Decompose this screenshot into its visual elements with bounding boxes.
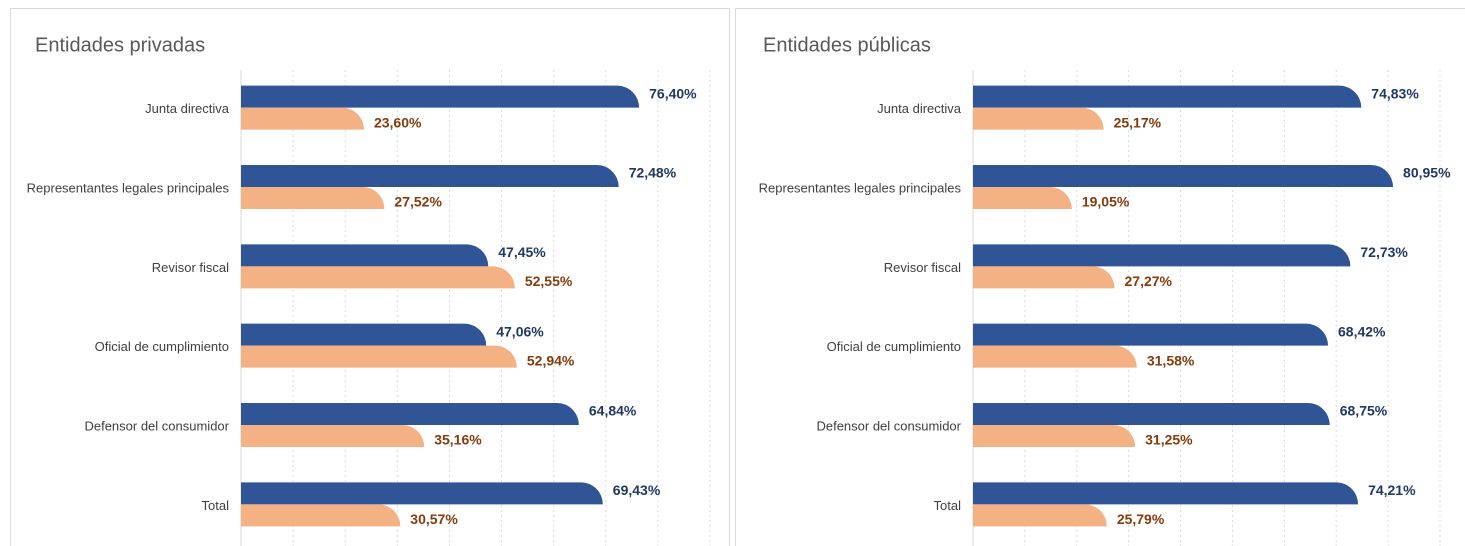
bar bbox=[973, 165, 1394, 187]
category-label: Junta directiva bbox=[145, 101, 230, 116]
value-label: 30,57% bbox=[410, 511, 458, 527]
value-label: 80,95% bbox=[1403, 165, 1451, 181]
bar bbox=[973, 266, 1115, 289]
value-label: 74,21% bbox=[1368, 482, 1416, 498]
bar bbox=[241, 244, 489, 267]
value-label: 72,73% bbox=[1360, 244, 1408, 260]
value-label: 47,06% bbox=[496, 323, 544, 339]
value-label: 27,27% bbox=[1125, 273, 1173, 289]
bar bbox=[241, 504, 401, 527]
value-label: 27,52% bbox=[394, 194, 442, 210]
chart-title: Entidades públicas bbox=[763, 34, 931, 56]
panel bbox=[735, 8, 1465, 546]
value-label: 31,25% bbox=[1145, 432, 1193, 448]
value-label: 31,58% bbox=[1147, 352, 1195, 368]
value-label: 19,05% bbox=[1082, 194, 1130, 210]
panel bbox=[10, 8, 730, 546]
bar bbox=[973, 187, 1072, 209]
value-label: 23,60% bbox=[374, 114, 422, 130]
bar bbox=[973, 504, 1107, 527]
category-label: Representantes legales principales bbox=[27, 180, 230, 195]
value-label: 47,45% bbox=[498, 244, 546, 260]
bar bbox=[973, 345, 1137, 368]
bar bbox=[241, 107, 364, 130]
category-label: Defensor del consumidor bbox=[84, 418, 229, 433]
category-label: Representantes legales principales bbox=[759, 180, 962, 195]
category-label: Revisor fiscal bbox=[884, 260, 961, 275]
value-label: 52,55% bbox=[525, 273, 573, 289]
bar bbox=[973, 85, 1362, 108]
category-label: Revisor fiscal bbox=[152, 260, 229, 275]
bar bbox=[973, 403, 1330, 425]
value-label: 35,16% bbox=[434, 432, 482, 448]
category-label: Total bbox=[202, 498, 230, 513]
category-label: Oficial de cumplimiento bbox=[827, 339, 961, 354]
value-label: 68,75% bbox=[1340, 403, 1388, 419]
bar bbox=[241, 85, 640, 108]
bar bbox=[241, 345, 517, 368]
category-label: Junta directiva bbox=[877, 101, 962, 116]
value-label: 64,84% bbox=[589, 403, 637, 419]
bar bbox=[241, 482, 603, 505]
bar bbox=[241, 266, 515, 289]
value-label: 52,94% bbox=[527, 352, 575, 368]
category-label: Defensor del consumidor bbox=[816, 418, 961, 433]
category-label: Total bbox=[934, 498, 962, 513]
value-label: 74,83% bbox=[1371, 85, 1419, 101]
bar bbox=[973, 107, 1104, 130]
value-label: 68,42% bbox=[1338, 323, 1386, 339]
bar bbox=[973, 244, 1351, 267]
value-label: 72,48% bbox=[629, 165, 677, 181]
value-label: 69,43% bbox=[613, 482, 661, 498]
bar bbox=[241, 165, 619, 187]
value-label: 25,17% bbox=[1114, 114, 1162, 130]
bar bbox=[241, 403, 579, 425]
value-label: 76,40% bbox=[649, 85, 697, 101]
bar bbox=[241, 187, 385, 209]
bar bbox=[973, 425, 1136, 447]
value-label: 25,79% bbox=[1117, 511, 1165, 527]
bar bbox=[973, 323, 1329, 346]
bar bbox=[241, 425, 425, 447]
category-label: Oficial de cumplimiento bbox=[95, 339, 229, 354]
chart-title: Entidades privadas bbox=[35, 34, 205, 56]
bar bbox=[241, 323, 487, 346]
bar bbox=[973, 482, 1359, 505]
